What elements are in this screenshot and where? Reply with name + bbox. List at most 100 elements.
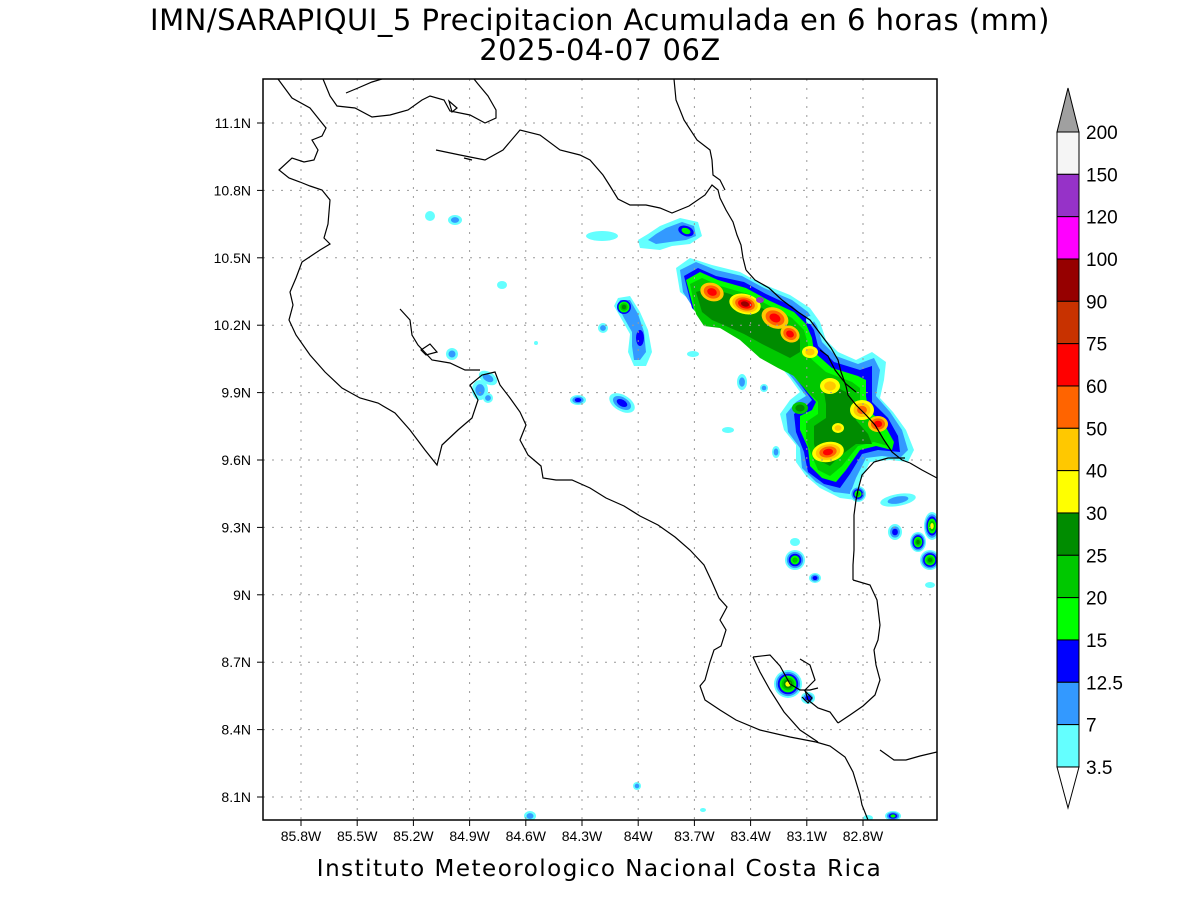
x-tick-label: 84.9W (449, 828, 490, 844)
colorbar-label: 40 (1086, 462, 1107, 483)
y-tick-label: 10.8N (214, 182, 251, 198)
x-tick-label: 84.6W (506, 828, 547, 844)
precip-cell (812, 575, 818, 581)
precip-cell (636, 330, 644, 346)
precip-cell (890, 814, 896, 818)
coastline-segment (909, 462, 937, 479)
precip-cell (792, 557, 798, 563)
precip-cell (925, 582, 935, 588)
colorbar-label: 50 (1086, 419, 1107, 440)
precip-cell (621, 304, 627, 310)
precip-contour (696, 288, 800, 358)
precip-cell (700, 808, 706, 812)
colorbar-swatch (1056, 131, 1080, 175)
colorbar-under-arrow (1056, 766, 1080, 810)
precip-cell (450, 217, 460, 223)
precip-cell (722, 427, 734, 433)
plot-frame (262, 78, 938, 821)
precip-cell (534, 341, 538, 345)
coastline-segment (801, 689, 813, 704)
precip-cell (786, 330, 794, 338)
colorbar-label: 60 (1086, 377, 1107, 398)
x-tick-label: 82.8W (843, 828, 884, 844)
x-tick-label: 84W (624, 828, 654, 844)
map-title: IMN/SARAPIQUI_5 Precipitacion Acumulada … (150, 3, 1050, 37)
colorbar-swatch (1056, 724, 1080, 768)
precip-cell (769, 313, 781, 323)
precip-cell (790, 538, 800, 546)
colorbar-swatch (1056, 639, 1080, 683)
map-footer: Instituto Meteorologico Nacional Costa R… (316, 856, 883, 882)
coastline-segment (752, 654, 819, 691)
precip-cell (824, 381, 836, 391)
colorbar-swatch (1056, 216, 1080, 260)
colorbar-label: 30 (1086, 504, 1107, 525)
colorbar-label: 90 (1086, 292, 1107, 313)
coastline-segment (277, 79, 869, 820)
precip-cell (592, 233, 612, 239)
colorbar-label: 20 (1086, 589, 1107, 610)
precip-cell (739, 377, 745, 387)
colorbar-label: 200 (1086, 123, 1118, 144)
colorbar-swatch (1056, 300, 1080, 345)
coastline-segment (879, 749, 937, 761)
precip-cell (740, 301, 750, 307)
x-tick-label: 85.5W (337, 828, 378, 844)
colorbar-swatch (1056, 343, 1080, 387)
y-tick-label: 9N (233, 587, 251, 603)
y-tick-label: 8.7N (221, 654, 251, 670)
colorbar-label: 120 (1086, 208, 1118, 229)
colorbar-swatch (1056, 385, 1080, 429)
precip-cell (822, 448, 834, 456)
precip-cell (497, 281, 507, 289)
x-tick-label: 83.4W (730, 828, 771, 844)
precip-cell (526, 813, 534, 819)
colorbar-swatch (1056, 427, 1080, 472)
precip-cell (834, 425, 842, 431)
coastline-segment (837, 579, 881, 724)
precip-cell (425, 211, 435, 221)
colorbar-label: 3.5 (1086, 758, 1112, 779)
x-tick-label: 83.1W (787, 828, 828, 844)
y-tick-label: 10.5N (214, 250, 251, 266)
y-tick-label: 11.1N (215, 115, 251, 131)
precip-cell (448, 350, 456, 358)
coastline-segment (673, 79, 726, 191)
colorbar-swatch (1056, 597, 1080, 641)
coastline-segment (819, 349, 857, 393)
precip-cell (574, 397, 582, 403)
coastline-segment (420, 343, 439, 356)
colorbar-over-arrow (1056, 87, 1080, 133)
precipitation-field (425, 211, 937, 820)
colorbar-swatch (1056, 512, 1080, 556)
y-tick-label: 8.1N (221, 789, 251, 805)
colorbar-swatch (1056, 173, 1080, 218)
colorbar-label: 12.5 (1086, 673, 1123, 694)
coastline-segment (752, 656, 819, 743)
precip-cell (773, 448, 779, 456)
precip-cell (616, 398, 628, 408)
coastline-segment (435, 129, 747, 271)
precip-cell (761, 385, 767, 391)
colorbar-label: 25 (1086, 546, 1107, 567)
precip-cell (707, 288, 717, 296)
precip-cell (475, 384, 485, 396)
x-tick-label: 85.8W (281, 828, 322, 844)
y-tick-label: 9.9N (221, 385, 251, 401)
map-subtitle: 2025-04-07 06Z (479, 33, 721, 67)
precip-cell (600, 325, 606, 331)
coastline-segment (852, 457, 905, 580)
colorbar-swatch (1056, 258, 1080, 302)
y-tick-label: 9.6N (221, 452, 251, 468)
precip-cell (863, 815, 873, 820)
precip-cell (805, 348, 815, 356)
colorbar-swatch (1056, 554, 1080, 599)
precip-cell (681, 227, 691, 235)
precip-cell (892, 528, 898, 536)
colorbar-swatch (1056, 470, 1080, 514)
colorbar-swatch (1056, 681, 1080, 726)
y-tick-label: 8.4N (221, 722, 251, 738)
precip-cell (485, 395, 491, 401)
precip-cell (887, 496, 909, 504)
